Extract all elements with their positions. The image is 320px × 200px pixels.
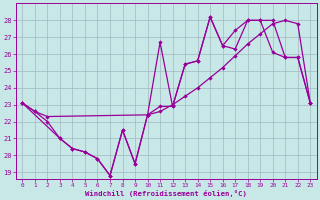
X-axis label: Windchill (Refroidissement éolien,°C): Windchill (Refroidissement éolien,°C) xyxy=(85,190,247,197)
